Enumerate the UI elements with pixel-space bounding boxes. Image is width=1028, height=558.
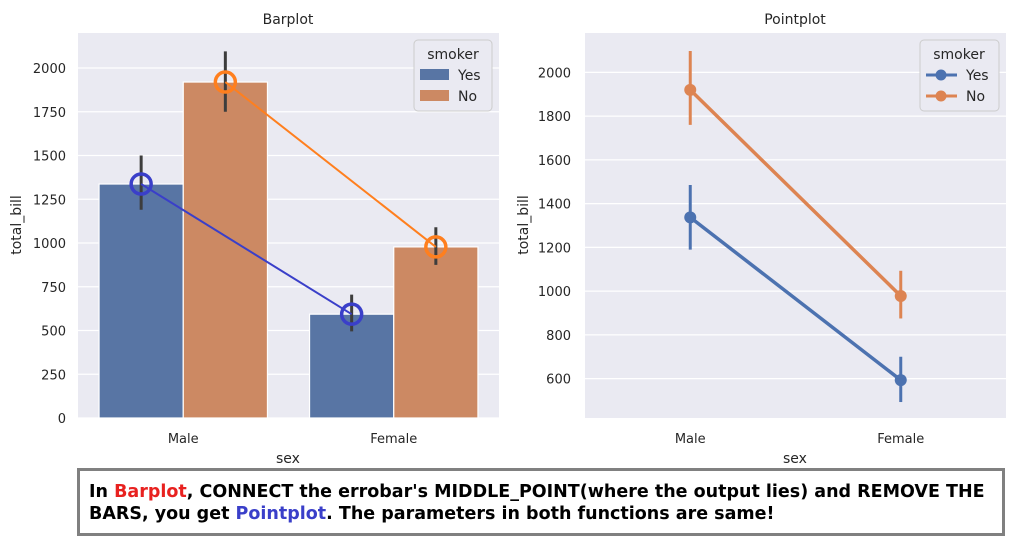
barplot-y-tick-label: 1000 (33, 237, 66, 252)
caption-part-1: In (89, 482, 115, 502)
pointplot-title: Pointplot (764, 12, 826, 28)
pointplot-y-tick-labels: 600 800 1000 1200 1400 1600 1800 2000 (538, 66, 571, 387)
barplot-y-tick-label: 250 (41, 368, 66, 383)
barplot-legend-title: smoker (427, 47, 479, 63)
pointplot-y-tick-label: 2000 (538, 66, 571, 81)
barplot-bar (182, 81, 269, 419)
barplot-x-tick-label: Female (370, 432, 417, 447)
barplot-y-tick-label: 2000 (33, 62, 66, 77)
barplot-midpoint-ring (213, 70, 238, 94)
barplot-connecting-line (224, 81, 437, 248)
pointplot-point (894, 290, 907, 303)
pointplot-y-tick-label: 1600 (538, 154, 571, 169)
barplot-legend-label-no: No (458, 89, 477, 105)
barplot-midpoint-ring (129, 172, 153, 196)
caption-part-3: . The parameters in both functions are s… (326, 504, 775, 524)
barplot-title: Barplot (263, 12, 314, 28)
pointplot-lines (689, 88, 902, 382)
barplot-y-tick-label: 750 (41, 281, 66, 296)
caption-box: In Barplot, CONNECT the errobar's MIDDLE… (77, 468, 1005, 536)
pointplot-y-tick-label: 1800 (538, 110, 571, 125)
barplot-y-tick-label: 1750 (33, 106, 66, 121)
barplot-connecting-line (140, 183, 353, 316)
barplot-legend-swatch-no (420, 90, 449, 101)
caption-text: In Barplot, CONNECT the errobar's MIDDLE… (89, 481, 994, 525)
barplot-legend-swatch-yes (420, 69, 449, 80)
figure: 0 250 500 750 1000 1250 1500 1750 2000 Male Femal… (9, 12, 1006, 465)
pointplot-y-axis-label: total_bill (516, 195, 532, 255)
barplot-midpoint-ring (339, 302, 364, 326)
barplot-bar (98, 183, 184, 419)
pointplot-x-tick-label: Female (877, 432, 924, 447)
pointplot-y-tick-label: 800 (546, 329, 571, 344)
pointplot-legend-marker-yes (935, 69, 947, 81)
barplot-x-tick-labels: Male Female (168, 432, 417, 447)
barplot-y-axis-label: total_bill (9, 195, 25, 255)
caption-highlight-barplot: Barplot (114, 482, 187, 502)
pointplot-series-line (689, 216, 902, 382)
pointplot-legend-label-no: No (966, 89, 985, 105)
barplot-x-axis-label: sex (276, 451, 300, 465)
pointplot-y-tick-label: 600 (546, 373, 571, 388)
barplot-bar (393, 246, 479, 419)
pointplot-point (894, 374, 907, 387)
pointplot-x-tick-label: Male (675, 432, 706, 447)
pointplot-x-tick-labels: Male Female (675, 432, 924, 447)
barplot-x-tick-label: Male (168, 432, 199, 447)
pointplot-legend-label-yes: Yes (965, 68, 989, 84)
barplot-bars (98, 81, 479, 419)
pointplot-legend: smoker Yes No (919, 39, 1000, 112)
pointplot-legend-marker-no (935, 90, 947, 102)
pointplot-y-tick-label: 1200 (538, 241, 571, 256)
pointplot-point (684, 83, 697, 96)
barplot-panel: 0 250 500 750 1000 1250 1500 1750 2000 Male Femal… (9, 12, 499, 465)
pointplot-x-axis-label: sex (783, 451, 807, 465)
barplot-legend: smoker Yes No (413, 39, 493, 112)
caption-part-2: , CONNECT the errobar's MIDDLE_POINT(whe… (89, 482, 985, 524)
barplot-connecting-lines (129, 70, 448, 326)
barplot-y-tick-label: 500 (41, 325, 66, 340)
pointplot-y-tick-label: 1400 (538, 198, 571, 213)
pointplot-panel: 600 800 1000 1200 1400 1600 1800 2000 Male Femal… (516, 12, 1006, 465)
barplot-midpoint-ring (424, 235, 448, 259)
pointplot-legend-title: smoker (933, 47, 985, 63)
barplot-y-tick-label: 1500 (33, 150, 66, 165)
barplot-y-tick-label: 1250 (33, 193, 66, 208)
barplot-legend-label-yes: Yes (457, 68, 481, 84)
pointplot-y-tick-label: 1000 (538, 285, 571, 300)
pointplot-point (684, 211, 697, 224)
caption-highlight-pointplot: Pointplot (235, 504, 327, 524)
pointplot-points (684, 83, 907, 387)
barplot-y-tick-labels: 0 250 500 750 1000 1250 1500 1750 2000 (33, 62, 66, 427)
pointplot-gridlines (585, 71, 1006, 380)
pointplot-series-line (689, 88, 902, 298)
barplot-y-tick-label: 0 (58, 412, 66, 427)
